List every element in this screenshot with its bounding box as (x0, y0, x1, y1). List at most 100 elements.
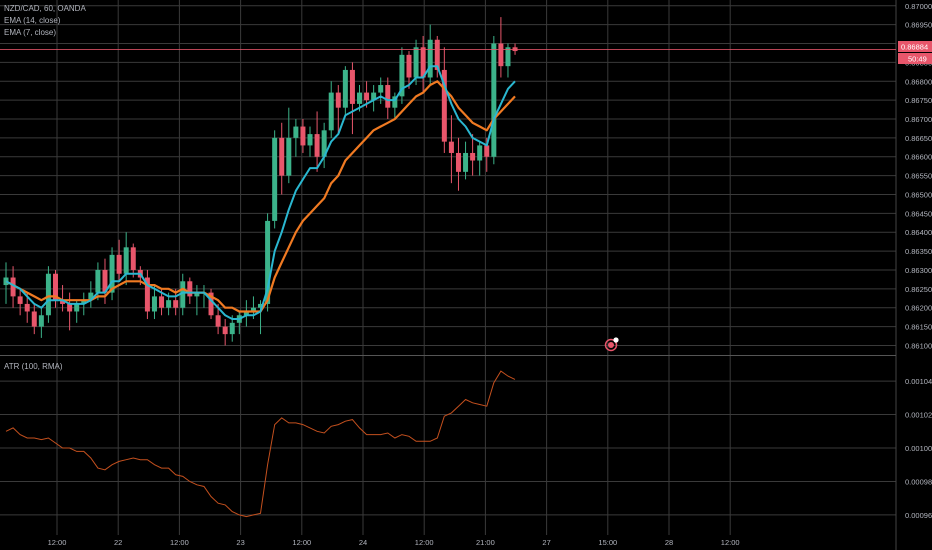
candle-down (60, 300, 66, 304)
candle-up (243, 311, 249, 316)
ema-fast-legend[interactable]: EMA (14, close) (4, 16, 61, 25)
candle-down (314, 134, 320, 157)
time-tick-label: 12:00 (415, 538, 434, 547)
ema-fast-line (5, 65, 516, 320)
candle-down (52, 273, 58, 301)
time-tick-label: 22 (114, 538, 122, 547)
candle-up (166, 300, 172, 308)
candle-up (123, 247, 129, 274)
candle-up (477, 145, 483, 161)
candle-up (413, 47, 419, 78)
candle-down (335, 92, 341, 108)
candles (3, 17, 518, 346)
candle-down (222, 326, 228, 335)
atr-tick-label: 0.00096 (905, 511, 932, 520)
price-tick-label: 0.86700 (905, 115, 932, 124)
price-tick-label: 0.86500 (905, 190, 932, 199)
candle-up (258, 303, 264, 308)
candle-up (151, 296, 157, 312)
atr-tick-label: 0.00100 (905, 444, 932, 453)
candle-up (3, 277, 9, 286)
candle-up (328, 92, 334, 131)
price-tick-label: 0.86800 (905, 77, 932, 86)
candle-down (208, 292, 214, 316)
candle-up (45, 273, 51, 316)
time-tick-label: 24 (359, 538, 367, 547)
candle-up (505, 47, 511, 67)
candle-up (427, 39, 433, 78)
candle-down (279, 137, 285, 176)
candle-up (371, 92, 377, 101)
price-tick-label: 0.86150 (905, 323, 932, 332)
candle-up (378, 85, 384, 93)
atr-tick-label: 0.00102 (905, 411, 932, 420)
candle-up (463, 152, 469, 172)
candle-up (272, 137, 278, 221)
candle-down (455, 152, 461, 172)
atr-tick-label: 0.00104 (905, 377, 932, 386)
candle-down (159, 296, 165, 308)
price-tick-label: 0.86350 (905, 247, 932, 256)
candle-up (229, 322, 235, 335)
candle-down (484, 145, 490, 157)
time-tick-label: 27 (542, 538, 550, 547)
atr-axis[interactable]: 0.00104 0.00102 0.00100 0.00098 0.00096 (905, 377, 932, 520)
candle-down (364, 92, 370, 101)
candle-down (434, 39, 440, 70)
candle-up (342, 69, 348, 108)
candle-up (399, 54, 405, 97)
ema-lines (5, 65, 516, 320)
candle-down (10, 277, 16, 297)
candle-down (130, 247, 136, 270)
price-tick-label: 0.86750 (905, 96, 932, 105)
price-tick-label: 0.86300 (905, 266, 932, 275)
symbol-legend[interactable]: NZD/CAD, 60, OANDA (4, 4, 86, 13)
candle-up (88, 292, 94, 301)
price-tick-label: 0.86550 (905, 172, 932, 181)
time-tick-label: 21:00 (476, 538, 495, 547)
time-axis[interactable]: 12:00 22 12:00 23 12:00 24 12:00 21:00 27 15:00 28… (48, 538, 740, 547)
candle-up (38, 315, 44, 327)
candle-up (95, 269, 101, 293)
last-price-label-bg (898, 41, 932, 52)
candle-up (357, 92, 362, 104)
price-tick-label: 0.86200 (905, 304, 932, 313)
countdown-label-bg (898, 53, 932, 64)
ema-slow-legend[interactable]: EMA (7, close) (4, 28, 56, 37)
candle-down (31, 311, 37, 327)
candle-down (300, 126, 306, 146)
candle-down (215, 315, 221, 327)
time-tick-label: 15:00 (598, 538, 617, 547)
atr-tick-label: 0.00098 (905, 477, 932, 486)
candle-down (385, 85, 391, 108)
price-tick-label: 0.86650 (905, 134, 932, 143)
candle-up (180, 281, 186, 308)
price-tick-label: 0.87000 (905, 2, 932, 11)
candle-down (441, 69, 447, 142)
time-tick-label: 28 (665, 538, 673, 547)
candle-down (144, 277, 150, 312)
candle-up (250, 307, 256, 312)
atr-legend[interactable]: ATR (100, RMA) (4, 362, 63, 371)
candle-down (24, 303, 30, 312)
candle-down (470, 152, 476, 161)
candle-down (498, 43, 504, 67)
time-tick-label: 12:00 (721, 538, 740, 547)
candle-up (74, 303, 80, 312)
time-tick-label: 23 (236, 538, 244, 547)
candle-down (67, 303, 73, 312)
price-tick-label: 0.86100 (905, 341, 932, 350)
candle-down (420, 47, 426, 78)
countdown-label: 50:49 (908, 55, 927, 64)
candle-down (173, 300, 179, 308)
candle-up (194, 292, 200, 297)
time-tick-label: 12:00 (48, 538, 67, 547)
alert-icon[interactable] (604, 337, 619, 352)
candle-up (307, 134, 313, 146)
price-tick-label: 0.86400 (905, 228, 932, 237)
candle-down (116, 254, 122, 274)
time-tick-label: 12:00 (292, 538, 311, 547)
grid-lines (0, 0, 897, 550)
price-tick-label: 0.86950 (905, 21, 932, 30)
